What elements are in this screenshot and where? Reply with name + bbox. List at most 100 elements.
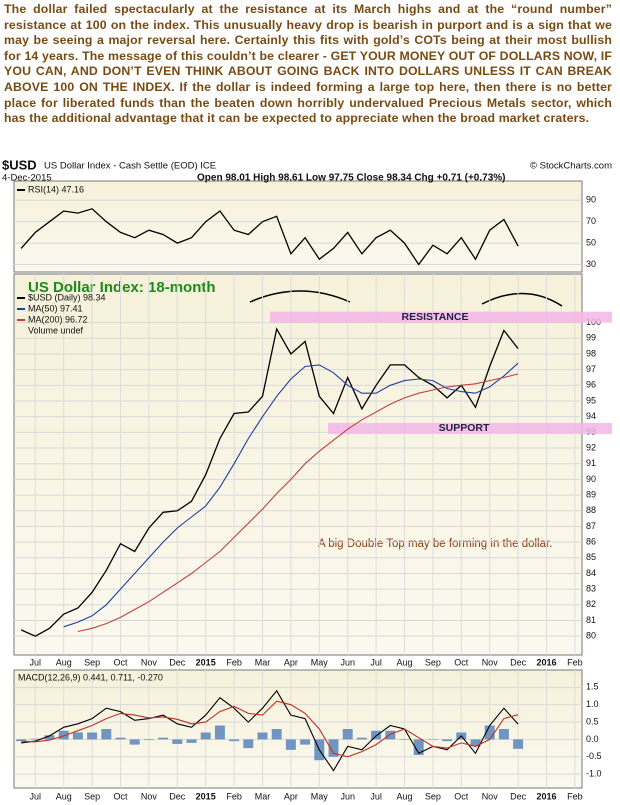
x-tick-label: Jul bbox=[30, 791, 42, 801]
histogram-bar bbox=[328, 739, 339, 757]
y-tick-label: 82 bbox=[586, 599, 596, 609]
y-tick-label: 90 bbox=[586, 474, 596, 484]
y-tick-label: 90 bbox=[586, 195, 596, 205]
histogram-bar bbox=[498, 729, 509, 740]
y-tick-label: 83 bbox=[586, 584, 596, 594]
y-tick-label: 96 bbox=[586, 380, 596, 390]
x-tick-label: Sep bbox=[425, 657, 441, 667]
x-tick-label: Sep bbox=[84, 791, 100, 801]
x-tick-label: Nov bbox=[141, 791, 158, 801]
x-tick-label: Feb bbox=[226, 791, 242, 801]
date: 4-Dec-2015 bbox=[2, 173, 52, 184]
price-panel bbox=[13, 273, 583, 656]
x-tick-label: Dec bbox=[510, 791, 527, 801]
y-tick-label: 50 bbox=[586, 237, 596, 247]
quote: Open 98.01 High 98.61 Low 97.75 Close 98… bbox=[197, 173, 505, 184]
x-tick-label: Feb bbox=[226, 657, 242, 667]
histogram-bar bbox=[243, 739, 254, 749]
x-tick-label: May bbox=[311, 657, 329, 667]
histogram-bar bbox=[484, 725, 495, 740]
rsi-panel bbox=[13, 180, 583, 273]
histogram-bar bbox=[158, 737, 169, 740]
x-tick-label: Nov bbox=[482, 791, 499, 801]
x-tick-label: Feb bbox=[567, 791, 583, 801]
band bbox=[328, 422, 612, 434]
y-tick-label: 97 bbox=[586, 364, 596, 374]
histogram-bar bbox=[371, 730, 382, 740]
x-tick-label: Aug bbox=[56, 657, 72, 667]
x-tick-label: Dec bbox=[169, 791, 186, 801]
histogram-bar bbox=[271, 729, 282, 740]
y-tick-label: 88 bbox=[586, 505, 596, 515]
x-tick-label: Oct bbox=[113, 791, 128, 801]
y-tick-label: 1.0 bbox=[586, 699, 599, 709]
histogram-bar bbox=[513, 739, 524, 749]
y-tick-label: 91 bbox=[586, 458, 596, 468]
legend-label: MA(50) 97.41 bbox=[28, 303, 83, 313]
x-tick-label: Jul bbox=[370, 791, 382, 801]
x-tick-label: 2015 bbox=[196, 791, 216, 801]
y-tick-label: 92 bbox=[586, 442, 596, 452]
x-tick-label: Oct bbox=[454, 657, 469, 667]
x-tick-label: Sep bbox=[84, 657, 100, 667]
histogram-bar bbox=[200, 732, 211, 740]
histogram-bar bbox=[186, 739, 197, 743]
legend-label: MA(200) 96.72 bbox=[28, 314, 88, 324]
histogram-bar bbox=[16, 739, 27, 742]
y-tick-label: 0.0 bbox=[586, 734, 599, 744]
histogram-bar bbox=[214, 725, 225, 740]
y-tick-label: 99 bbox=[586, 333, 596, 343]
top-arc bbox=[481, 292, 563, 307]
histogram-bar bbox=[285, 739, 296, 750]
x-tick-label: Oct bbox=[454, 791, 469, 801]
legend-label: $USD (Daily) 98.34 bbox=[28, 292, 106, 302]
x-tick-label: Dec bbox=[510, 657, 527, 667]
y-tick-label: 80 bbox=[586, 631, 596, 641]
x-tick-label: Oct bbox=[113, 657, 128, 667]
y-tick-label: 70 bbox=[586, 216, 596, 226]
histogram-bar bbox=[413, 739, 424, 756]
symbol: $USD bbox=[2, 157, 37, 172]
annotation: A big Double Top may be forming in the d… bbox=[318, 538, 552, 550]
x-tick-label: 2015 bbox=[196, 657, 216, 667]
x-tick-label: Apr bbox=[284, 657, 298, 667]
x-tick-label: Jun bbox=[340, 657, 355, 667]
x-tick-label: Dec bbox=[169, 657, 186, 667]
volume-label: Volume undef bbox=[28, 325, 84, 335]
histogram-bar bbox=[427, 739, 438, 740]
histogram-bar bbox=[58, 730, 69, 740]
x-tick-label: Jul bbox=[30, 657, 42, 667]
y-tick-label: 85 bbox=[586, 552, 596, 562]
y-tick-label: 0.5 bbox=[586, 716, 599, 726]
x-tick-label: Mar bbox=[255, 791, 271, 801]
legend-label: RSI(14) 47.16 bbox=[28, 184, 84, 194]
histogram-bar bbox=[356, 737, 367, 740]
x-tick-label: Jul bbox=[370, 657, 382, 667]
x-tick-label: Feb bbox=[567, 657, 583, 667]
histogram-bar bbox=[342, 729, 353, 740]
x-tick-label: 2016 bbox=[536, 791, 556, 801]
y-tick-label: -1.0 bbox=[586, 768, 602, 778]
y-tick-label: -0.5 bbox=[586, 751, 602, 761]
histogram-bar bbox=[44, 735, 55, 740]
y-tick-label: 86 bbox=[586, 536, 596, 546]
histogram-bar bbox=[115, 737, 126, 740]
y-tick-label: 30 bbox=[586, 259, 596, 269]
x-tick-label: Aug bbox=[396, 657, 412, 667]
histogram-bar bbox=[442, 739, 453, 742]
legend-label: MACD(12,26,9) 0.441, 0.711, -0.270 bbox=[18, 672, 163, 682]
x-tick-label: Nov bbox=[141, 657, 158, 667]
histogram-bar bbox=[129, 739, 140, 745]
band bbox=[270, 311, 612, 323]
price-title: US Dollar Index: 18-month bbox=[28, 279, 216, 296]
commentary: The dollar failed spectacularly at the r… bbox=[4, 2, 612, 126]
x-tick-label: Apr bbox=[284, 791, 298, 801]
x-tick-label: Mar bbox=[255, 657, 271, 667]
y-tick-label: 94 bbox=[586, 411, 596, 421]
x-tick-label: Nov bbox=[482, 657, 499, 667]
histogram-bar bbox=[101, 729, 112, 740]
y-tick-label: 98 bbox=[586, 348, 596, 358]
top-arc bbox=[249, 290, 351, 303]
